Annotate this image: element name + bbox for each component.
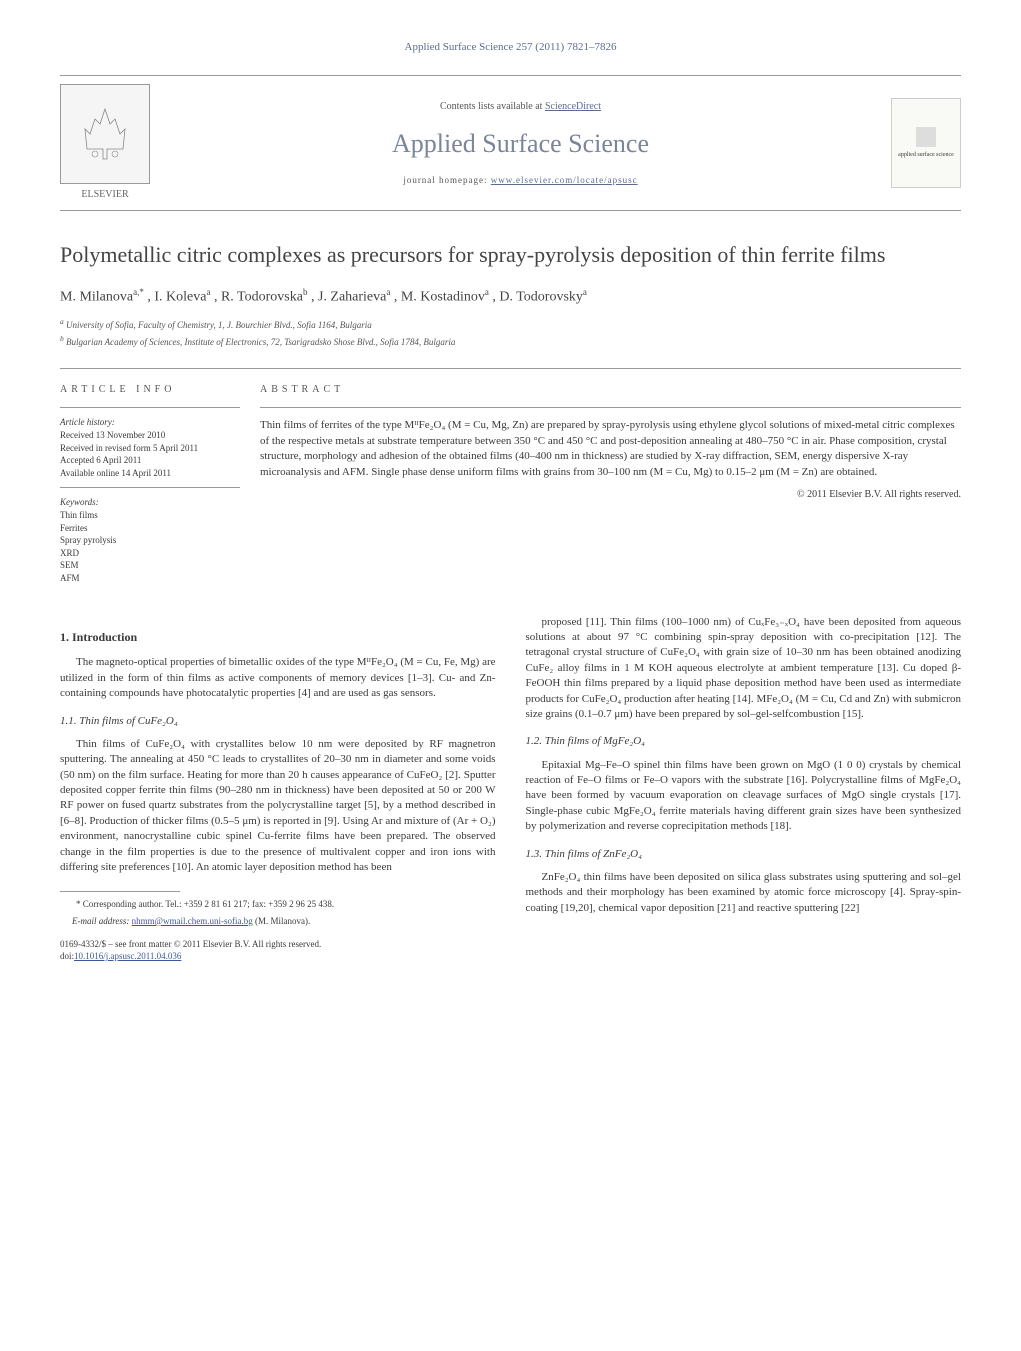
- article-body: 1. Introduction The magneto-optical prop…: [60, 615, 961, 963]
- doi-line: doi:10.1016/j.apsusc.2011.04.036: [60, 950, 496, 963]
- author-2: , I. Koleva: [147, 290, 206, 305]
- author-6-affil: a: [583, 287, 587, 297]
- keyword-3: Spray pyrolysis: [60, 534, 240, 547]
- abstract-column: ABSTRACT Thin films of ferrites of the t…: [260, 383, 961, 584]
- elsevier-tree-svg: [75, 99, 135, 169]
- affiliation-a-text: University of Sofia, Faculty of Chemistr…: [66, 320, 372, 330]
- journal-title: Applied Surface Science: [150, 126, 891, 162]
- article-title: Polymetallic citric complexes as precurs…: [60, 241, 961, 270]
- keyword-1: Thin films: [60, 509, 240, 522]
- section-1-2-p1: Epitaxial Mg–Fe–O spinel thin films have…: [526, 758, 962, 835]
- revised-date: Received in revised form 5 April 2011: [60, 442, 240, 455]
- keywords-label: Keywords:: [60, 496, 240, 509]
- elsevier-tree-icon: [60, 84, 150, 184]
- keyword-6: AFM: [60, 572, 240, 585]
- info-divider-2: [60, 487, 240, 488]
- journal-cover-icon: [916, 127, 936, 147]
- accepted-date: Accepted 6 April 2011: [60, 454, 240, 467]
- section-1-3-p1: ZnFe₂O₄ thin films have been deposited o…: [526, 870, 962, 916]
- author-1-affil: a,*: [133, 287, 144, 297]
- section-1-p1: The magneto-optical properties of bimeta…: [60, 655, 496, 701]
- email-name: (M. Milanova).: [253, 916, 311, 926]
- info-divider-1: [60, 407, 240, 408]
- email-label: E-mail address:: [72, 916, 132, 926]
- author-5: , M. Kostadinov: [394, 290, 485, 305]
- homepage-link[interactable]: www.elsevier.com/locate/apsusc: [491, 175, 638, 185]
- footnote-separator: [60, 891, 180, 892]
- journal-header: ELSEVIER Contents lists available at Sci…: [60, 75, 961, 211]
- doi-link[interactable]: 10.1016/j.apsusc.2011.04.036: [74, 951, 181, 961]
- section-1-2-heading: 1.2. Thin films of MgFe₂O₄: [526, 734, 962, 749]
- history-label: Article history:: [60, 416, 240, 429]
- received-date: Received 13 November 2010: [60, 429, 240, 442]
- author-4-affil: a: [386, 287, 390, 297]
- author-1: M. Milanova: [60, 290, 133, 305]
- info-abstract-row: ARTICLE INFO Article history: Received 1…: [60, 368, 961, 584]
- keyword-2: Ferrites: [60, 522, 240, 535]
- abstract-divider: [260, 407, 961, 408]
- publisher-logo-block: ELSEVIER: [60, 84, 150, 202]
- section-1-1-heading: 1.1. Thin films of CuFe₂O₄: [60, 714, 496, 729]
- author-4: , J. Zaharieva: [311, 290, 386, 305]
- header-center: Contents lists available at ScienceDirec…: [150, 100, 891, 187]
- journal-reference: Applied Surface Science 257 (2011) 7821–…: [60, 40, 961, 55]
- contents-text: Contents lists available at: [440, 101, 545, 112]
- affiliation-b: b Bulgarian Academy of Sciences, Institu…: [60, 334, 961, 349]
- journal-homepage-line: journal homepage: www.elsevier.com/locat…: [150, 174, 891, 187]
- author-3: , R. Todorovska: [214, 290, 303, 305]
- journal-cover-text: applied surface science: [898, 151, 954, 159]
- journal-cover-thumbnail: applied surface science: [891, 98, 961, 188]
- keyword-5: SEM: [60, 559, 240, 572]
- corresponding-author-footnote: * Corresponding author. Tel.: +359 2 81 …: [60, 898, 496, 911]
- email-footnote: E-mail address: nhmm@wmail.chem.uni-sofi…: [60, 915, 496, 928]
- online-date: Available online 14 April 2011: [60, 467, 240, 480]
- sciencedirect-link[interactable]: ScienceDirect: [545, 101, 601, 112]
- copyright-line: © 2011 Elsevier B.V. All rights reserved…: [260, 488, 961, 502]
- issn-line: 0169-4332/$ – see front matter © 2011 El…: [60, 938, 496, 951]
- homepage-label: journal homepage:: [403, 175, 490, 185]
- affiliation-b-text: Bulgarian Academy of Sciences, Institute…: [66, 337, 455, 347]
- section-1-heading: 1. Introduction: [60, 629, 496, 646]
- email-link[interactable]: nhmm@wmail.chem.uni-sofia.bg: [132, 916, 253, 926]
- abstract-heading: ABSTRACT: [260, 383, 961, 397]
- doi-label: doi:: [60, 951, 74, 961]
- author-5-affil: a: [485, 287, 489, 297]
- author-2-affil: a: [206, 287, 210, 297]
- contents-available-line: Contents lists available at ScienceDirec…: [150, 100, 891, 114]
- section-1-3-heading: 1.3. Thin films of ZnFe₂O₄: [526, 847, 962, 862]
- article-info-heading: ARTICLE INFO: [60, 383, 240, 397]
- author-6: , D. Todorovsky: [492, 290, 583, 305]
- author-3-affil: b: [303, 287, 308, 297]
- article-info-column: ARTICLE INFO Article history: Received 1…: [60, 383, 260, 584]
- keyword-4: XRD: [60, 547, 240, 560]
- authors-list: M. Milanovaa,* , I. Kolevaa , R. Todorov…: [60, 286, 961, 307]
- section-1-1-p1: Thin films of CuFe₂O₄ with crystallites …: [60, 737, 496, 876]
- publisher-name: ELSEVIER: [60, 188, 150, 202]
- col2-p1: proposed [11]. Thin films (100–1000 nm) …: [526, 615, 962, 723]
- abstract-text: Thin films of ferrites of the type MᴵᴵFe…: [260, 418, 961, 480]
- affiliation-a: a University of Sofia, Faculty of Chemis…: [60, 317, 961, 332]
- doi-block: 0169-4332/$ – see front matter © 2011 El…: [60, 938, 496, 963]
